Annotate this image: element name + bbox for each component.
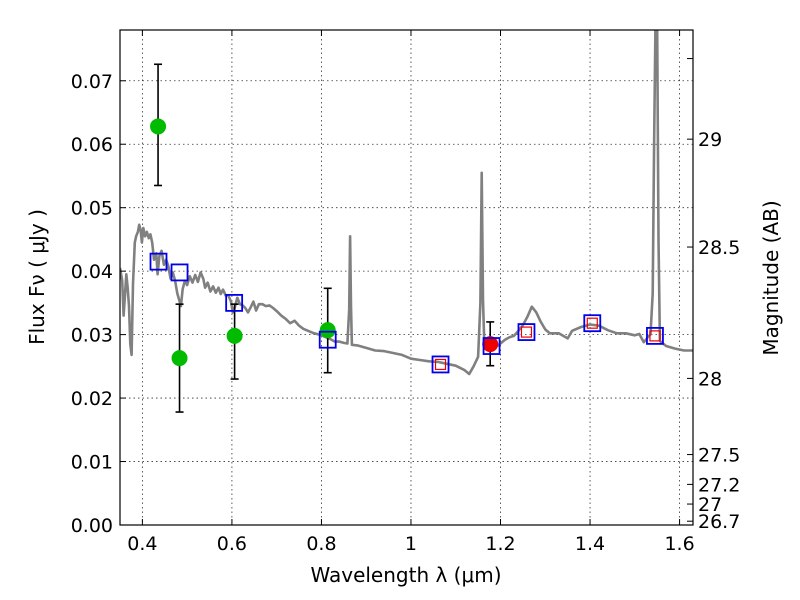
model-square: [482, 337, 501, 355]
y-tick-label: 0.03: [71, 325, 113, 347]
right-tick-label: 28: [698, 368, 722, 390]
data-point: [226, 327, 243, 344]
plot-area: [120, 30, 693, 413]
data-point: [171, 350, 188, 367]
data-point: [150, 118, 167, 135]
x-axis-label: Wavelength λ (μm): [310, 563, 501, 587]
ticks: 0.4 0.6 0.8 1 1.2 1.4 1.6 0.00 0.01 0.02 0.03 0.04 0…: [71, 30, 740, 555]
model-square-inner: [434, 358, 447, 371]
model-square: [646, 326, 664, 345]
x-tick-label: 1.2: [485, 533, 515, 555]
axes-frame: [119, 29, 694, 526]
x-tick-label: 0.6: [217, 533, 247, 555]
model-square-inner: [649, 330, 661, 342]
model-square: [431, 355, 450, 374]
right-tick-label: 27: [698, 494, 722, 516]
y-tick-label: 0.01: [71, 452, 113, 474]
model-square: [149, 252, 168, 271]
y-tick-label: 0.04: [71, 261, 113, 283]
y-axis-label-right: Magnitude (AB): [759, 200, 783, 355]
x-tick-label: 0.8: [306, 533, 336, 555]
y-tick-label: 0.07: [71, 71, 113, 93]
data-point: [319, 322, 336, 339]
model-square: [225, 293, 244, 312]
y-tick-label: 0.06: [71, 134, 113, 156]
sed-model-line: [120, 30, 693, 376]
x-tick-label: 1.6: [664, 533, 694, 555]
model-square: [318, 330, 337, 349]
x-tick-label: 1.4: [575, 533, 605, 555]
right-tick-label: 28.5: [698, 237, 740, 259]
y-tick-label: 0.00: [71, 515, 113, 537]
model-square: [583, 314, 602, 333]
right-tick-label: 29: [698, 129, 722, 151]
x-tick-label: 1: [405, 533, 417, 555]
right-tick-label: 27.2: [698, 474, 740, 496]
model-square-inner: [520, 326, 533, 338]
y-axis-label: Flux Fν ( μJy ): [25, 209, 49, 345]
right-tick-label: 26.7: [698, 511, 740, 533]
grid: [120, 30, 693, 526]
model-square: [170, 263, 189, 282]
right-tick-label: 27.5: [698, 445, 740, 467]
y-tick-label: 0.05: [71, 198, 113, 220]
model-square-inner: [586, 317, 598, 329]
y-tick-label: 0.02: [71, 388, 113, 410]
x-tick-label: 0.4: [127, 533, 157, 555]
model-square: [517, 323, 536, 341]
data-point: [482, 336, 499, 353]
